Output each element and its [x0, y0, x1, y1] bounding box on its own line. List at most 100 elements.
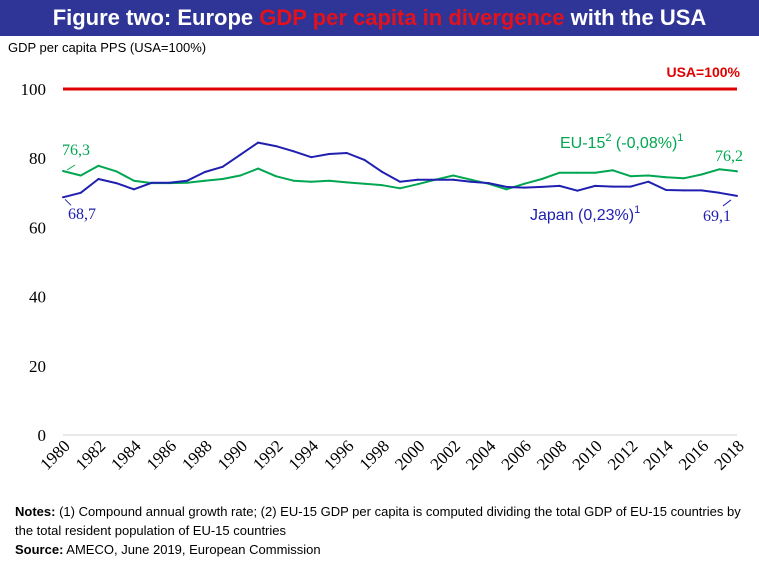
eu-series-sup: 2	[605, 132, 611, 144]
point-eu-15-1989	[221, 177, 224, 180]
point-japan-2018	[736, 194, 738, 197]
point-eu-15-2011	[611, 169, 614, 172]
point-japan-1990	[239, 153, 242, 156]
point-eu-15-2003	[469, 178, 472, 181]
eu-start-leader	[66, 164, 76, 171]
jp-start-leader	[64, 198, 72, 206]
point-eu-15-1983	[115, 170, 118, 173]
x-tick-label-1984: 1984	[107, 436, 145, 474]
point-japan-1987	[186, 179, 189, 182]
x-tick-label-1998: 1998	[356, 436, 393, 473]
x-tick-label-2006: 2006	[498, 436, 535, 473]
point-japan-2013	[647, 180, 650, 183]
notes-block: Notes: (1) Compound annual growth rate; …	[15, 502, 750, 559]
point-eu-15-1993	[292, 179, 295, 182]
point-eu-15-2007	[540, 177, 543, 180]
point-eu-15-2005	[505, 188, 508, 191]
series-layer	[62, 141, 738, 199]
point-eu-15-1994	[310, 180, 313, 183]
x-tick-label-2016: 2016	[675, 436, 712, 473]
point-japan-1991	[257, 141, 260, 144]
point-japan-1982	[97, 177, 100, 180]
x-tick-label-1986: 1986	[143, 436, 180, 473]
point-japan-1997	[363, 158, 366, 161]
point-japan-1996	[345, 152, 348, 155]
title-part-3: with the USA	[564, 5, 707, 30]
y-tick-label-80: 80	[29, 149, 46, 168]
point-japan-2016	[700, 189, 703, 192]
y-tick-label-60: 60	[29, 218, 46, 237]
source-line: Source: AMECO, June 2019, European Commi…	[15, 540, 750, 559]
point-japan-1988	[203, 171, 206, 174]
point-japan-1986	[168, 181, 171, 184]
x-tick-label-1992: 1992	[249, 436, 286, 473]
x-tick-label-2012: 2012	[604, 436, 641, 473]
jp-end-value-label: 69,1	[703, 208, 731, 225]
point-eu-15-2017	[718, 168, 721, 171]
point-japan-2015	[682, 189, 685, 192]
x-tick-label-1988: 1988	[178, 436, 215, 473]
eu-series-label: EU-152 (-0,08%)1	[560, 132, 683, 152]
y-tick-label-40: 40	[29, 288, 46, 307]
point-eu-15-2009	[576, 171, 579, 174]
point-japan-1995	[328, 153, 331, 156]
point-japan-1998	[381, 171, 384, 174]
y-tick-label-20: 20	[29, 357, 46, 376]
x-tick-label-1994: 1994	[285, 436, 323, 474]
point-eu-15-2013	[647, 174, 650, 177]
point-japan-1981	[79, 191, 82, 194]
point-japan-1992	[274, 145, 277, 148]
point-eu-15-2002	[452, 174, 455, 177]
point-japan-2010	[594, 184, 597, 187]
eu-series-name: EU-15	[560, 135, 605, 152]
point-eu-15-2015	[682, 177, 685, 180]
notes-label: Notes:	[15, 504, 56, 519]
point-japan-2003	[469, 180, 472, 183]
jp-series-name: Japan (0,23%)	[530, 207, 634, 224]
point-eu-15-1984	[132, 179, 135, 182]
x-tick-label-2014: 2014	[639, 436, 677, 474]
point-eu-15-1980	[62, 170, 64, 173]
point-eu-15-2006	[523, 182, 526, 185]
point-eu-15-1992	[274, 175, 277, 178]
point-japan-1993	[292, 150, 295, 153]
point-eu-15-1991	[257, 167, 260, 170]
point-japan-2006	[523, 186, 526, 189]
point-eu-15-1990	[239, 174, 242, 177]
jp-end-leader	[722, 199, 732, 207]
point-eu-15-2008	[558, 171, 561, 174]
point-japan-1989	[221, 165, 224, 168]
point-japan-2002	[452, 178, 455, 181]
point-eu-15-2012	[629, 175, 632, 178]
point-japan-1994	[310, 156, 313, 159]
x-tick-label-2010: 2010	[568, 436, 605, 473]
eu-start-value-label: 76,3	[62, 142, 90, 159]
point-japan-2007	[540, 185, 543, 188]
jp-series-label: Japan (0,23%)1	[530, 204, 640, 224]
point-japan-2000	[416, 178, 419, 181]
point-eu-15-1997	[363, 182, 366, 185]
x-tick-label-2018: 2018	[710, 436, 747, 473]
eu-series-rate-sup: 1	[677, 132, 683, 144]
point-japan-2012	[629, 185, 632, 188]
point-eu-15-1982	[97, 164, 100, 167]
point-eu-15-2018	[736, 170, 738, 173]
point-eu-15-1999	[399, 187, 401, 190]
reference-line-label: USA=100%	[666, 64, 740, 80]
x-tick-label-2002: 2002	[427, 436, 464, 473]
notes-text: (1) Compound annual growth rate; (2) EU-…	[15, 504, 741, 538]
x-tick-label-1996: 1996	[320, 436, 357, 473]
eu-series-rate: (-0,08%)	[611, 135, 677, 152]
point-japan-2011	[611, 185, 614, 188]
title-highlight: GDP per capita in divergence	[259, 5, 565, 30]
point-eu-15-1995	[328, 179, 331, 182]
point-japan-1983	[115, 182, 118, 185]
point-japan-2009	[576, 189, 579, 192]
chart-title: Figure two: Europe GDP per capita in div…	[53, 5, 707, 31]
reference-layer: USA=100%	[63, 64, 741, 91]
point-japan-1984	[132, 188, 135, 191]
jp-start-value-label: 68,7	[68, 206, 96, 223]
jp-series-sup: 1	[634, 204, 640, 216]
notes-line: Notes: (1) Compound annual growth rate; …	[15, 502, 750, 540]
x-tick-label-1982: 1982	[72, 436, 109, 473]
